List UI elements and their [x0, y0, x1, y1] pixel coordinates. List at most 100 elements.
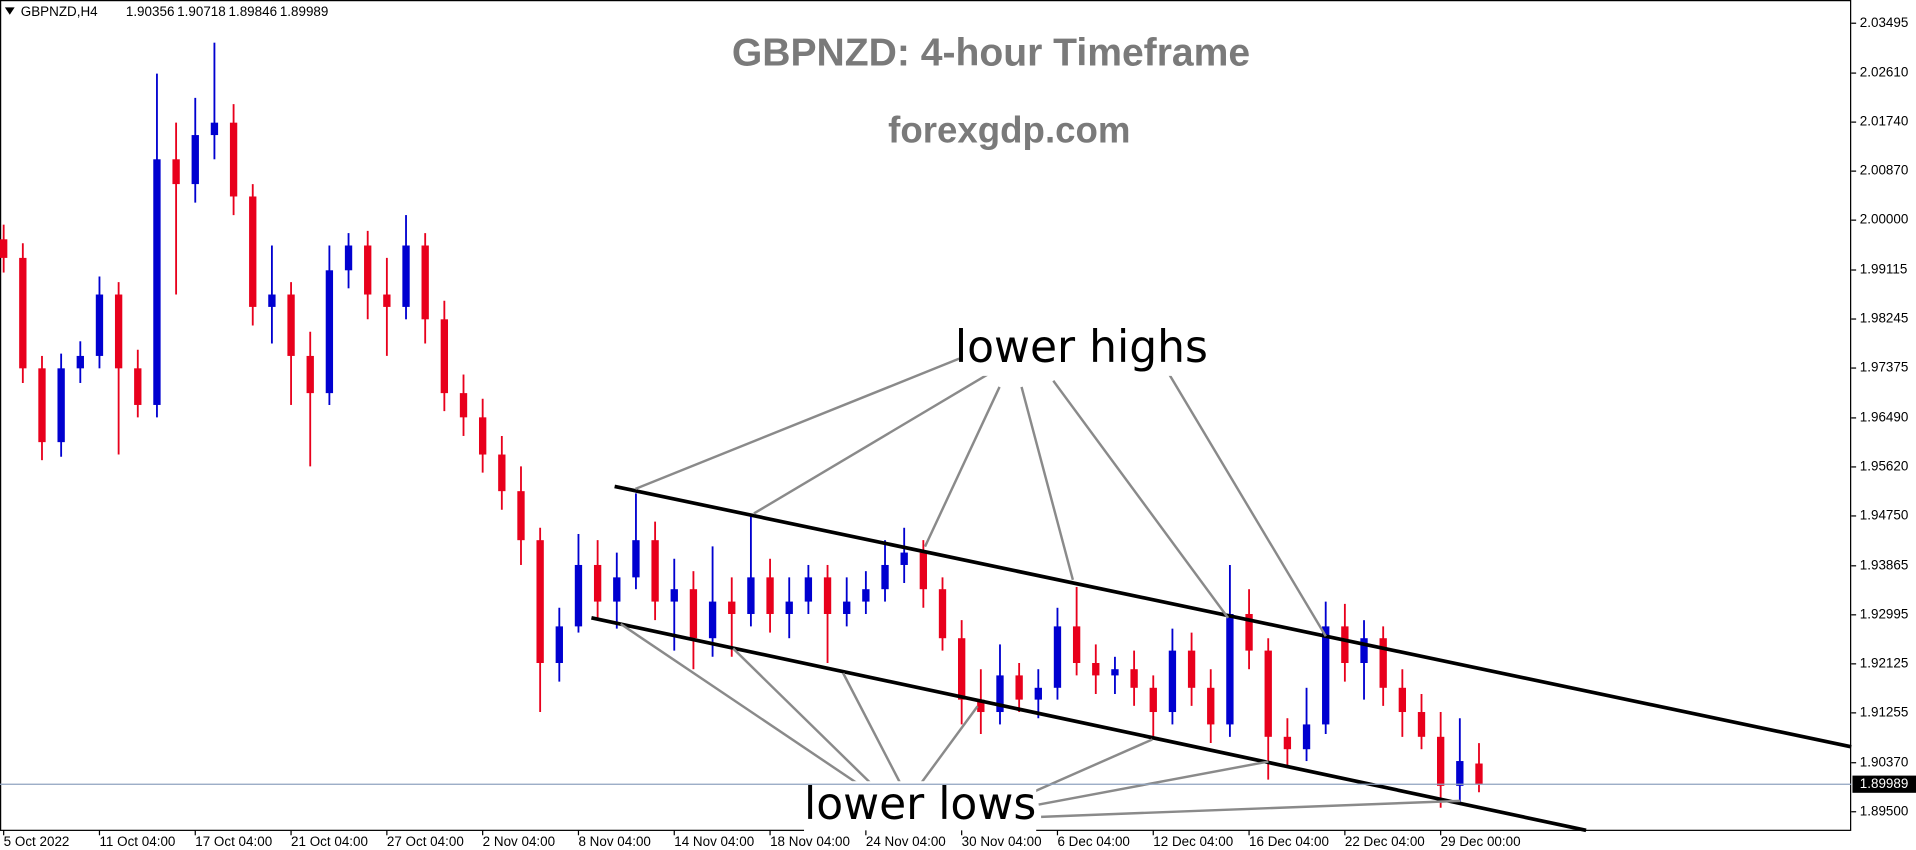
- candle-body: [459, 393, 468, 418]
- pointer: [1168, 374, 1327, 637]
- x-tick-label: 24 Nov 04:00: [866, 834, 946, 849]
- lower-channel-line: [591, 616, 1587, 833]
- candles: [0, 42, 1483, 808]
- candle-body: [593, 564, 602, 602]
- annotation: lower highs: [955, 322, 1208, 373]
- candle-body: [1437, 736, 1445, 786]
- candle-body: [613, 577, 621, 602]
- x-tick-label: 16 Dec 04:00: [1249, 834, 1329, 849]
- candle-body: [440, 319, 449, 394]
- candle-body: [1398, 687, 1407, 713]
- candle-body: [843, 601, 851, 614]
- candle-body: [1072, 626, 1081, 664]
- candle-body: [153, 159, 161, 405]
- candle-body: [402, 245, 410, 307]
- candle-body: [1245, 613, 1253, 651]
- candle-body: [938, 589, 947, 639]
- candle-body: [479, 417, 487, 455]
- y-tick-label: 1.93865: [1860, 557, 1909, 572]
- x-tick-label: 30 Nov 04:00: [962, 834, 1042, 849]
- candle-body: [383, 294, 391, 307]
- y-tick-label: 1.92125: [1860, 655, 1909, 670]
- y-tick-label: 2.00870: [1860, 163, 1909, 178]
- header-close: 1.89989: [280, 4, 329, 19]
- y-tick-label: 1.97375: [1860, 360, 1909, 375]
- annotation: lower lows: [804, 779, 1036, 830]
- header-open: 1.90356: [126, 4, 175, 19]
- candle-body: [1149, 687, 1157, 713]
- price-label-bg: [1852, 775, 1916, 793]
- candle-body: [344, 245, 353, 271]
- candle-body: [517, 491, 525, 541]
- y-tick-label: 1.98245: [1860, 311, 1909, 326]
- y-tick-label: 2.01740: [1860, 114, 1909, 129]
- candle-body: [306, 355, 314, 394]
- y-tick-label: 2.00000: [1860, 212, 1909, 227]
- candle-body: [1264, 650, 1272, 737]
- candle-body: [191, 135, 199, 185]
- y-tick-label: 1.96490: [1860, 409, 1909, 424]
- candle-body: [555, 626, 563, 664]
- candle-body: [785, 601, 793, 614]
- pointer: [923, 386, 1001, 548]
- x-tick-label: 5 Oct 2022: [4, 834, 70, 849]
- candle-body: [76, 355, 84, 369]
- candle-body: [38, 368, 46, 443]
- annotation-bg: [960, 324, 1205, 376]
- candle-body: [689, 589, 698, 639]
- pointer: [917, 705, 979, 787]
- y-tick-label: 1.99115: [1860, 262, 1908, 277]
- candle-body: [804, 577, 813, 602]
- candle-body: [249, 196, 257, 307]
- candle-body: [728, 601, 736, 614]
- candle-body: [1111, 669, 1119, 676]
- candle-body: [364, 245, 372, 295]
- header-arrow: [4, 7, 15, 15]
- x-tick-label: 11 Oct 04:00: [99, 834, 175, 849]
- pointer: [1052, 380, 1230, 619]
- pointer: [620, 622, 863, 788]
- candle-body: [268, 294, 276, 307]
- pointers: [620, 357, 1461, 819]
- candle-body: [114, 294, 123, 369]
- upper-channel-line: [614, 484, 1852, 749]
- x-tick-label: 6 Dec 04:00: [1057, 834, 1129, 849]
- y-tick-label: 1.94750: [1860, 507, 1909, 522]
- y-tick-label: 1.92995: [1860, 606, 1909, 621]
- x-tick-label: 17 Oct 04:00: [195, 834, 272, 849]
- candle-body: [670, 589, 678, 602]
- pointer: [1020, 386, 1075, 581]
- chart-subtitle: forexgdp.com: [888, 109, 1130, 150]
- y-tick-label: 2.02610: [1860, 65, 1909, 80]
- x-tick-label: 12 Dec 04:00: [1153, 834, 1233, 849]
- candle-body: [862, 589, 870, 602]
- x-tick-label: 18 Nov 04:00: [770, 834, 850, 849]
- x-tick-label: 8 Nov 04:00: [578, 834, 650, 849]
- candle-body: [325, 270, 334, 394]
- candle-body: [1130, 669, 1138, 688]
- candle-body: [766, 577, 774, 614]
- candle-body: [1015, 675, 1023, 700]
- candle-body: [1283, 736, 1292, 750]
- candle-body: [708, 601, 717, 639]
- candle-body: [881, 564, 889, 590]
- candle-body: [1379, 638, 1387, 688]
- channel: [591, 484, 1852, 833]
- candle-body: [229, 122, 238, 197]
- candle-body: [172, 159, 180, 185]
- pointer: [1032, 738, 1153, 794]
- candle-body: [1341, 626, 1349, 664]
- candle-body: [287, 294, 295, 356]
- y-tick-label: 2.03495: [1860, 15, 1909, 30]
- x-tick-label: 2 Nov 04:00: [483, 834, 555, 849]
- y-tick-label: 1.90370: [1860, 754, 1909, 769]
- header-low: 1.89846: [229, 4, 278, 19]
- candle-body: [1092, 663, 1100, 676]
- candle-body: [95, 294, 104, 356]
- candle-body: [651, 540, 659, 602]
- x-tick-label: 22 Dec 04:00: [1345, 834, 1425, 849]
- x-tick-label: 29 Dec 00:00: [1441, 834, 1521, 849]
- candle-body: [1475, 763, 1483, 785]
- candle-body: [0, 239, 8, 258]
